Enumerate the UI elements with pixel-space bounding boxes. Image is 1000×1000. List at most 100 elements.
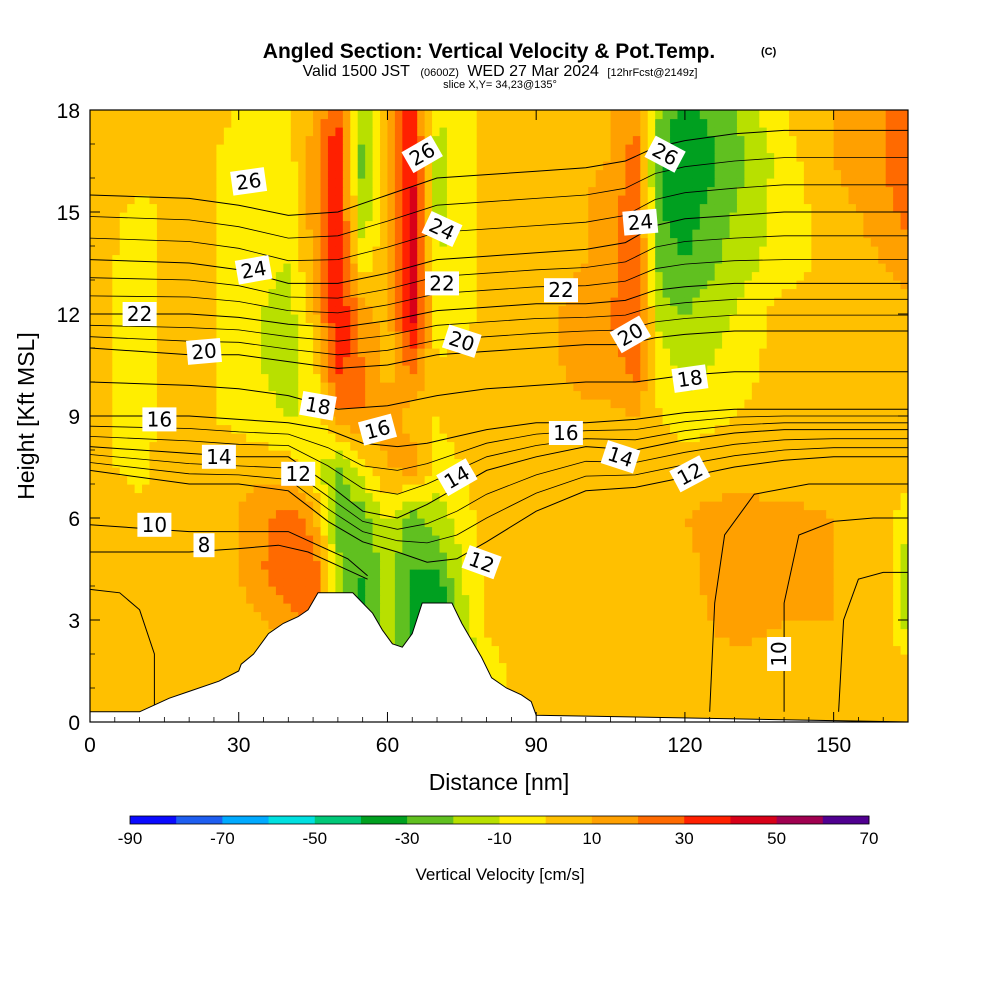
velocity-cell — [625, 501, 634, 511]
velocity-cell — [194, 509, 203, 519]
velocity-cell — [803, 603, 812, 613]
velocity-cell — [625, 484, 634, 494]
velocity-cell — [365, 356, 374, 366]
velocity-cell — [878, 637, 887, 647]
velocity-cell — [573, 399, 582, 409]
velocity-cell — [870, 458, 879, 468]
velocity-cell — [90, 526, 99, 536]
velocity-cell — [417, 518, 426, 528]
velocity-cell — [208, 560, 218, 570]
velocity-cell — [365, 526, 374, 536]
velocity-cell — [253, 586, 262, 596]
velocity-cell — [759, 382, 768, 392]
velocity-cell — [290, 518, 299, 528]
velocity-cell — [796, 492, 805, 502]
velocity-cell — [164, 348, 173, 358]
velocity-cell — [662, 458, 671, 468]
velocity-cell — [662, 339, 671, 349]
velocity-cell — [811, 688, 820, 698]
velocity-cell — [699, 637, 708, 647]
velocity-cell — [164, 552, 173, 562]
velocity-cell — [833, 509, 842, 519]
velocity-cell — [357, 433, 366, 443]
velocity-cell — [595, 560, 604, 570]
velocity-cell — [127, 407, 136, 417]
velocity-cell — [491, 501, 500, 511]
velocity-cell — [112, 450, 121, 460]
velocity-cell — [699, 569, 708, 579]
velocity-cell — [476, 586, 485, 596]
velocity-cell — [171, 390, 180, 400]
velocity-cell — [112, 475, 121, 485]
velocity-cell — [208, 390, 218, 400]
velocity-cell — [796, 475, 805, 485]
velocity-cell — [268, 441, 277, 451]
velocity-cell — [677, 637, 686, 647]
velocity-cell — [551, 594, 560, 604]
velocity-cell — [647, 543, 656, 553]
velocity-cell — [424, 577, 433, 587]
velocity-cell — [261, 390, 270, 400]
velocity-cell — [402, 382, 411, 392]
velocity-cell — [454, 433, 463, 443]
velocity-cell — [833, 382, 842, 392]
velocity-cell — [796, 713, 805, 722]
velocity-cell — [201, 671, 210, 681]
velocity-cell — [171, 569, 180, 579]
velocity-cell — [127, 390, 136, 400]
velocity-cell — [759, 416, 768, 426]
velocity-cell — [335, 365, 344, 375]
velocity-cell — [684, 552, 693, 562]
velocity-cell — [104, 492, 113, 502]
velocity-cell — [692, 586, 701, 596]
velocity-cell — [826, 441, 835, 451]
velocity-cell — [409, 569, 418, 579]
velocity-cell — [603, 654, 612, 664]
velocity-cell — [900, 594, 908, 604]
velocity-cell — [253, 424, 262, 434]
velocity-cell — [372, 594, 381, 604]
velocity-cell — [781, 382, 790, 392]
velocity-cell — [231, 509, 240, 519]
velocity-cell — [811, 705, 820, 715]
velocity-cell — [506, 458, 515, 468]
velocity-cell — [201, 501, 210, 511]
velocity-cell — [736, 416, 745, 426]
velocity-cell — [655, 450, 664, 460]
velocity-cell — [796, 696, 805, 706]
velocity-cell — [298, 441, 307, 451]
velocity-cell — [283, 603, 292, 613]
velocity-cell — [164, 339, 173, 349]
velocity-cell — [194, 365, 203, 375]
velocity-cell — [432, 339, 441, 349]
velocity-cell — [394, 433, 403, 443]
velocity-cell — [707, 637, 716, 647]
velocity-cell — [632, 594, 641, 604]
velocity-cell — [208, 407, 218, 417]
velocity-cell — [640, 543, 649, 553]
velocity-cell — [595, 373, 604, 383]
velocity-cell — [365, 586, 374, 596]
velocity-cell — [365, 594, 374, 604]
velocity-cell — [372, 560, 381, 570]
velocity-cell — [164, 637, 173, 647]
velocity-cell — [789, 611, 798, 621]
velocity-cell — [729, 373, 738, 383]
velocity-cell — [104, 603, 113, 613]
velocity-cell — [610, 382, 619, 392]
velocity-cell — [781, 433, 790, 443]
velocity-cell — [387, 373, 396, 383]
velocity-cell — [521, 518, 530, 528]
velocity-cell — [513, 637, 522, 647]
velocity-cell — [736, 492, 745, 502]
velocity-cell — [789, 577, 798, 587]
velocity-cell — [543, 637, 552, 647]
velocity-cell — [439, 526, 448, 536]
velocity-cell — [625, 475, 634, 485]
velocity-cell — [736, 475, 745, 485]
velocity-cell — [699, 535, 708, 545]
velocity-cell — [327, 356, 336, 366]
velocity-cell — [833, 688, 842, 698]
velocity-cell — [409, 348, 418, 358]
velocity-cell — [900, 705, 908, 715]
